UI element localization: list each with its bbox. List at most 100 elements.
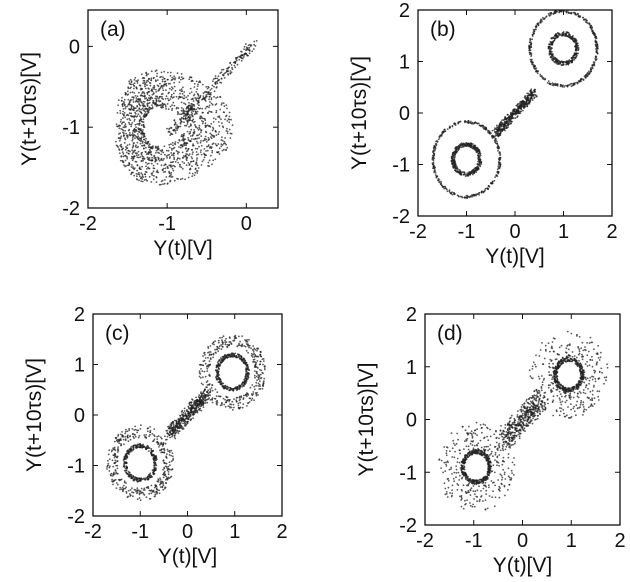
trajectory-point <box>201 364 204 366</box>
trajectory-point <box>508 119 511 122</box>
trajectory-point <box>153 466 156 468</box>
trajectory-point <box>250 44 253 47</box>
trajectory-point <box>220 77 223 80</box>
trajectory-point <box>549 50 551 53</box>
trajectory-point <box>155 485 157 487</box>
trajectory-point <box>236 385 239 388</box>
trajectory-point <box>122 489 124 492</box>
trajectory-point <box>196 110 199 113</box>
trajectory-point <box>186 130 189 133</box>
trajectory-point <box>237 404 240 407</box>
trajectory-point <box>147 487 150 490</box>
trajectory-point <box>139 444 142 447</box>
trajectory-point <box>443 185 446 188</box>
trajectory-point <box>123 164 125 167</box>
trajectory-point <box>145 496 148 498</box>
trajectory-point <box>133 168 136 171</box>
trajectory-point <box>571 57 573 59</box>
trajectory-point <box>544 78 547 81</box>
trajectory-point <box>155 69 158 72</box>
trajectory-point <box>188 114 191 116</box>
trajectory-point <box>554 57 557 60</box>
trajectory-point <box>208 373 211 376</box>
trajectory-point <box>156 169 159 172</box>
trajectory-point <box>156 435 159 438</box>
trajectory-point <box>256 391 258 394</box>
trajectory-point <box>154 491 156 493</box>
trajectory-point <box>484 187 487 190</box>
trajectory-point <box>258 383 261 386</box>
trajectory-point <box>111 480 113 483</box>
trajectory-point <box>200 131 202 134</box>
trajectory-point <box>254 392 257 394</box>
trajectory-point <box>195 90 198 93</box>
trajectory-point <box>177 97 180 100</box>
trajectory-point <box>120 433 122 436</box>
trajectory-point <box>209 89 212 91</box>
trajectory-point <box>110 472 113 475</box>
trajectory-point <box>237 356 240 359</box>
trajectory-point <box>154 88 157 91</box>
trajectory-point <box>210 97 213 99</box>
trajectory-point <box>220 402 223 405</box>
trajectory-point <box>536 70 539 73</box>
trajectory-point <box>568 36 571 38</box>
trajectory-point <box>185 164 188 167</box>
trajectory-point <box>139 142 142 145</box>
trajectory-point <box>471 147 474 150</box>
trajectory-point <box>514 112 517 115</box>
trajectory-point <box>115 123 118 126</box>
trajectory-point <box>188 168 191 171</box>
trajectory-point <box>116 460 119 462</box>
trajectory-point <box>596 51 599 54</box>
trajectory-point <box>157 85 160 88</box>
trajectory-point <box>263 365 266 368</box>
trajectory-point <box>202 92 205 95</box>
trajectory-point <box>577 49 579 52</box>
trajectory-point <box>124 461 126 464</box>
trajectory-point <box>193 93 196 96</box>
trajectory-point <box>186 113 189 116</box>
trajectory-point <box>125 490 128 493</box>
trajectory-point <box>131 433 134 435</box>
trajectory-point <box>117 99 120 102</box>
trajectory-point <box>199 376 202 379</box>
trajectory-point <box>260 376 263 379</box>
trajectory-point <box>151 107 154 110</box>
trajectory-point <box>165 475 168 478</box>
trajectory-point <box>516 104 519 107</box>
trajectory-point <box>220 344 223 346</box>
trajectory-point <box>516 110 519 112</box>
trajectory-point <box>140 101 143 104</box>
trajectory-point <box>212 121 215 123</box>
trajectory-point <box>164 97 167 100</box>
trajectory-point <box>212 80 214 82</box>
trajectory-point <box>495 134 497 137</box>
trajectory-point <box>505 117 508 120</box>
trajectory-point <box>247 402 249 405</box>
trajectory-point <box>261 371 264 374</box>
trajectory-point <box>170 143 172 146</box>
trajectory-point <box>255 394 258 397</box>
trajectory-point <box>175 107 178 110</box>
trajectory-point <box>167 78 169 81</box>
trajectory-point <box>457 122 460 125</box>
trajectory-point <box>216 82 219 85</box>
trajectory-point <box>150 151 153 153</box>
trajectory-point <box>190 114 193 116</box>
trajectory-point <box>206 87 209 90</box>
trajectory-point <box>191 172 194 175</box>
trajectory-point <box>539 75 542 78</box>
trajectory-point <box>475 169 477 172</box>
trajectory-point <box>168 454 171 456</box>
trajectory-point <box>230 132 233 135</box>
trajectory-point <box>487 130 489 132</box>
trajectory-point <box>511 112 514 115</box>
trajectory-point <box>234 62 237 64</box>
trajectory-point <box>120 478 123 481</box>
trajectory-point <box>124 467 127 470</box>
trajectory-point <box>130 476 133 479</box>
trajectory-point <box>171 167 174 170</box>
trajectory-point <box>218 378 220 381</box>
